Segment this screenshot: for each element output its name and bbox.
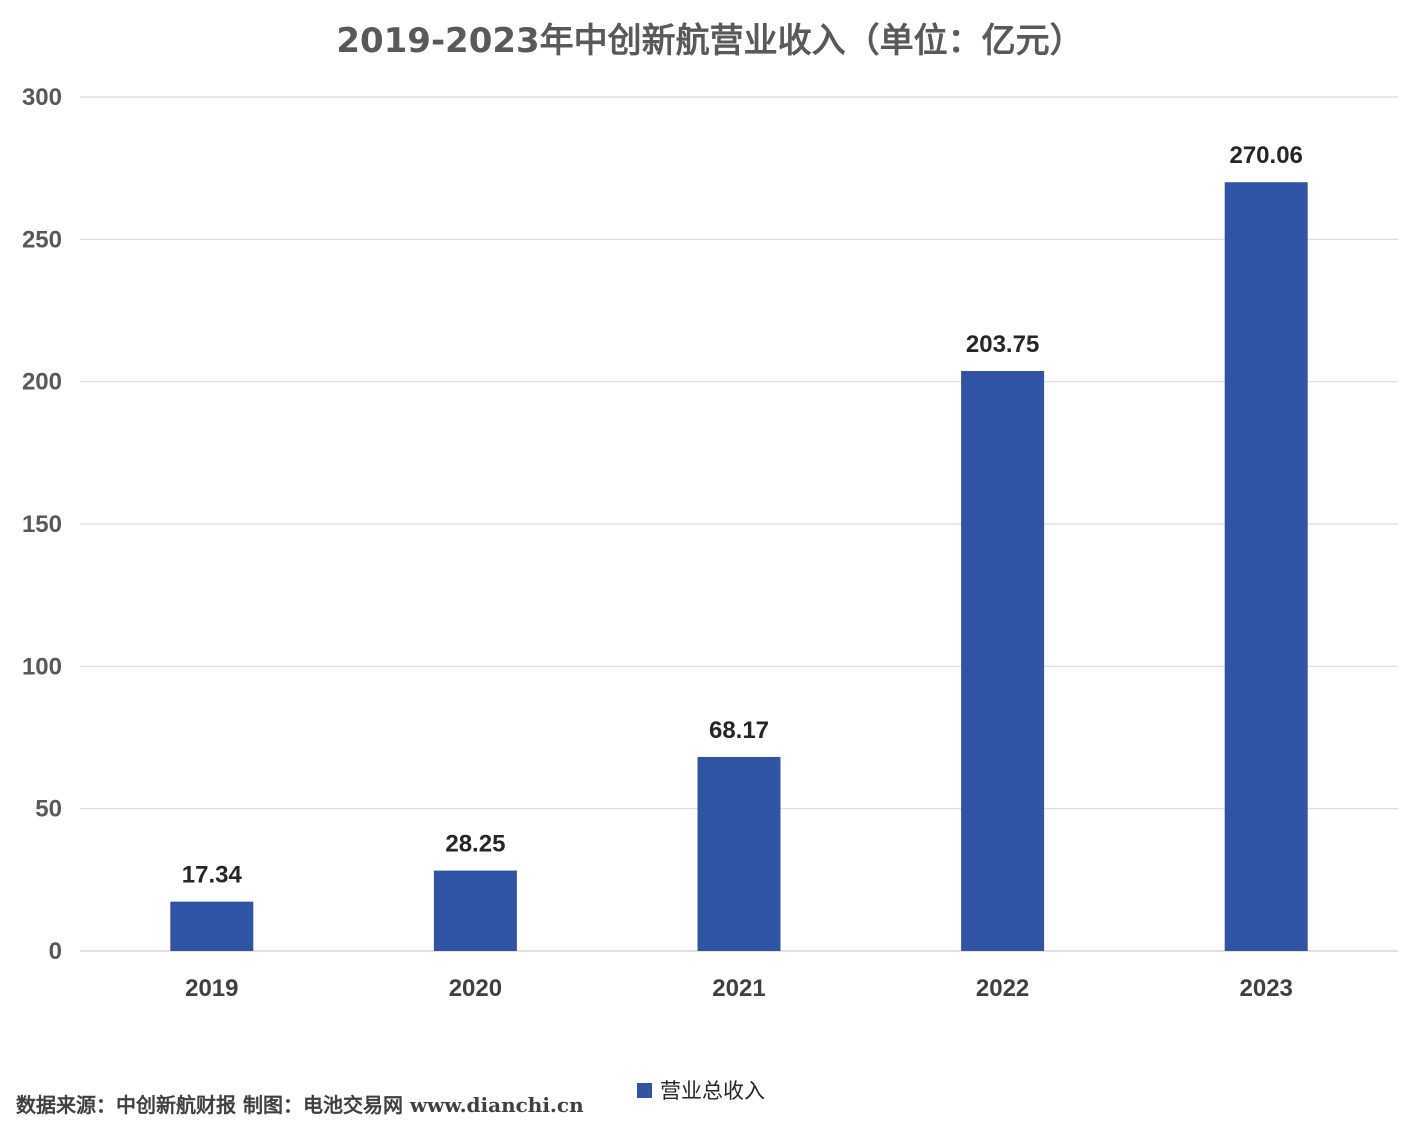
data-labels: 17.34 28.25 68.17 203.75 270.06 xyxy=(182,142,1303,888)
legend: 营业总收入 xyxy=(637,1079,765,1103)
x-tick-label-2020: 2020 xyxy=(449,975,502,1002)
bar-2022 xyxy=(961,370,1045,951)
gridlines xyxy=(80,96,1398,952)
source-note: 数据来源：中创新航财报 制图：电池交易网 www.dianchi.cn xyxy=(16,1093,584,1117)
chart-title: 2019-2023年中创新航营业收入（单位：亿元） xyxy=(336,21,1083,61)
bar-2023 xyxy=(1224,182,1308,952)
y-tick-label: 100 xyxy=(22,653,62,680)
y-tick-label: 300 xyxy=(22,84,62,111)
y-tick-label: 200 xyxy=(22,369,62,396)
data-label-2022: 203.75 xyxy=(966,331,1039,358)
x-tick-label-2022: 2022 xyxy=(976,975,1029,1002)
data-label-2019: 17.34 xyxy=(182,862,243,889)
x-axis-tick-labels: 2019 2020 2021 2022 2023 xyxy=(185,975,1293,1002)
y-axis-tick-labels: 0 50 100 150 200 250 300 xyxy=(22,84,62,965)
bars xyxy=(170,182,1308,952)
y-tick-label: 50 xyxy=(35,796,62,823)
data-label-2020: 28.25 xyxy=(445,831,505,858)
y-tick-label: 150 xyxy=(22,511,62,538)
bar-2019 xyxy=(170,901,254,951)
y-tick-label: 250 xyxy=(22,226,62,253)
data-label-2023: 270.06 xyxy=(1229,142,1302,169)
y-tick-label: 0 xyxy=(49,938,62,965)
legend-label: 营业总收入 xyxy=(660,1079,765,1103)
data-label-2021: 68.17 xyxy=(709,717,769,744)
x-tick-label-2021: 2021 xyxy=(712,975,765,1002)
x-tick-label-2023: 2023 xyxy=(1240,975,1293,1002)
bar-2021 xyxy=(697,756,781,951)
bar-2020 xyxy=(433,870,517,951)
x-tick-label-2019: 2019 xyxy=(185,975,238,1002)
legend-swatch xyxy=(637,1083,652,1098)
